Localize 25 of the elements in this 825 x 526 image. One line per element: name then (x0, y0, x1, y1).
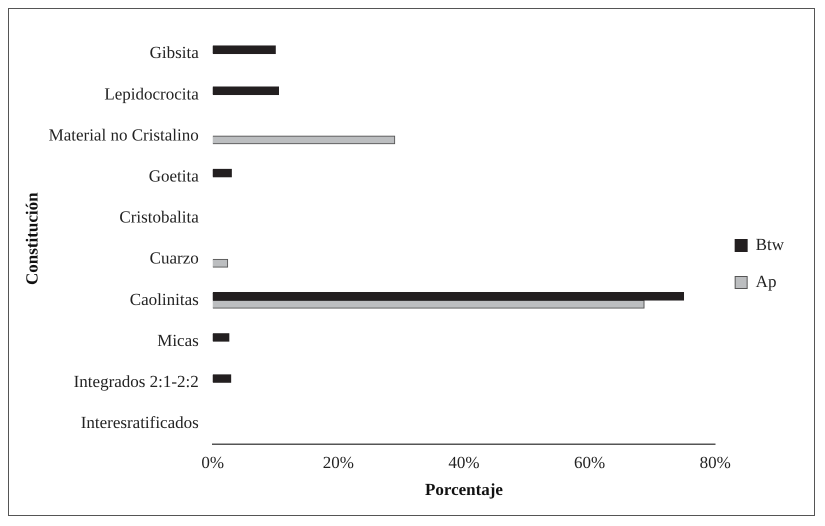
y-tick-label: Gibsita (150, 43, 200, 62)
x-tick-label: 0% (201, 452, 224, 472)
y-tick-label: Lepidocrocita (104, 84, 200, 104)
x-tick-label: 40% (448, 452, 480, 472)
x-tick-label: 60% (574, 452, 606, 472)
bar (212, 333, 230, 342)
y-tick-label: Material no Cristalino (48, 125, 199, 144)
bar (212, 45, 276, 54)
bar (212, 86, 280, 96)
x-tick-label: 80% (700, 452, 731, 472)
y-tick-label: Cuarzo (150, 248, 199, 268)
legend-label: Ap (756, 272, 776, 291)
y-tick-label: Interesratificados (80, 413, 199, 432)
y-axis-title: Constitución (22, 192, 42, 285)
x-tick-label: 20% (322, 452, 354, 472)
y-tick-label: Micas (157, 330, 199, 350)
bar (212, 168, 232, 178)
x-axis-title: Porcentaje (424, 480, 504, 500)
y-tick-label: Cristobalita (119, 208, 200, 227)
bar (212, 292, 684, 301)
y-tick-label: Goetita (148, 166, 200, 186)
bar (212, 374, 232, 383)
y-tick-label: Caolinitas (130, 290, 199, 309)
legend-label: Btw (756, 234, 785, 254)
y-tick-label: Integrados 2:1-2:2 (74, 372, 199, 392)
